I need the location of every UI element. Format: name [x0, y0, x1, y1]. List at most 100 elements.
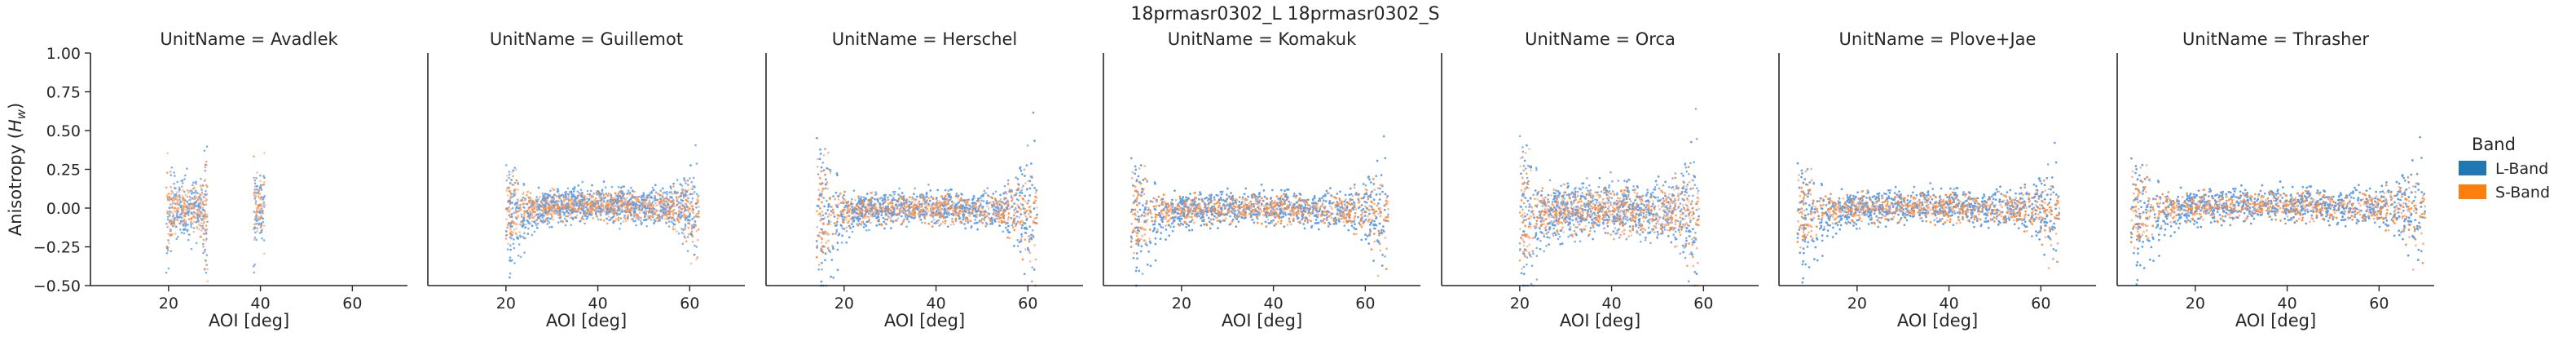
data-point — [179, 204, 183, 207]
data-point — [856, 224, 860, 227]
data-point — [567, 211, 570, 215]
data-point — [509, 211, 511, 214]
data-point — [839, 211, 842, 213]
data-point — [504, 234, 508, 237]
data-point — [539, 209, 542, 212]
data-point — [614, 197, 617, 199]
data-point — [510, 179, 513, 181]
data-point — [523, 232, 526, 235]
data-point — [846, 215, 848, 218]
data-point — [535, 202, 538, 205]
data-point — [659, 210, 662, 212]
data-point — [878, 213, 880, 215]
data-point — [848, 204, 851, 206]
data-point — [579, 211, 582, 215]
data-point — [585, 209, 588, 212]
data-point — [527, 222, 530, 224]
data-point — [824, 183, 827, 185]
data-point — [821, 237, 823, 241]
data-point — [553, 193, 557, 196]
data-point — [610, 207, 613, 211]
data-point — [626, 197, 628, 199]
data-point — [948, 214, 951, 216]
data-point — [607, 215, 610, 218]
data-point — [166, 152, 169, 155]
data-point — [167, 267, 170, 270]
data-point — [1022, 184, 1024, 188]
x-tick-label: 20 — [159, 295, 178, 313]
data-point — [581, 208, 584, 211]
data-point — [192, 184, 194, 187]
data-point — [612, 210, 615, 213]
data-point — [524, 226, 526, 229]
data-point — [865, 204, 869, 206]
data-point — [695, 229, 698, 233]
data-point — [684, 209, 686, 212]
data-point — [202, 242, 205, 246]
data-point — [896, 217, 900, 220]
data-point — [167, 239, 170, 242]
data-point — [892, 208, 896, 211]
data-point — [587, 215, 589, 219]
data-point — [836, 242, 839, 244]
data-point — [989, 223, 992, 225]
data-point — [851, 198, 853, 201]
data-point — [253, 188, 256, 191]
data-point — [1029, 211, 1033, 213]
data-point — [204, 163, 207, 166]
data-point — [600, 199, 602, 202]
data-point — [841, 196, 844, 199]
data-point — [200, 191, 204, 194]
data-point — [263, 176, 266, 179]
data-point — [586, 197, 588, 200]
data-point — [856, 212, 859, 215]
data-point — [549, 189, 552, 193]
data-point — [256, 230, 259, 233]
data-point — [689, 188, 693, 190]
data-point — [994, 190, 997, 193]
data-point — [185, 204, 187, 207]
data-point — [509, 197, 512, 199]
data-point — [606, 203, 610, 206]
data-point — [837, 203, 840, 206]
data-point — [553, 211, 556, 214]
data-point — [253, 271, 256, 274]
data-point — [608, 211, 611, 214]
data-point — [203, 221, 206, 224]
data-point — [531, 224, 534, 228]
data-point — [508, 206, 510, 209]
data-point — [196, 214, 199, 216]
data-point — [658, 201, 661, 203]
data-point — [255, 238, 258, 242]
data-point — [187, 211, 191, 213]
data-point — [548, 193, 550, 197]
data-point — [653, 222, 655, 224]
data-point — [829, 168, 832, 171]
y-tick-label: −0.25 — [33, 239, 81, 257]
data-point — [260, 184, 262, 187]
data-point — [695, 246, 698, 248]
data-point — [631, 189, 634, 192]
data-point — [826, 199, 828, 202]
data-point — [205, 199, 208, 202]
data-point — [830, 220, 832, 224]
data-point — [178, 204, 181, 206]
data-point — [511, 202, 513, 204]
data-point — [169, 198, 171, 201]
data-point — [605, 205, 607, 207]
data-point — [567, 193, 570, 196]
data-point — [522, 219, 525, 222]
data-point — [686, 236, 689, 238]
data-point — [509, 276, 511, 279]
data-point — [261, 211, 264, 213]
data-point — [914, 187, 916, 190]
data-point — [173, 219, 176, 221]
data-point — [571, 211, 574, 214]
data-point — [252, 265, 255, 268]
data-point — [197, 205, 200, 208]
data-point — [618, 204, 620, 207]
data-point — [1021, 186, 1024, 189]
data-point — [617, 195, 619, 198]
data-point — [893, 193, 896, 196]
data-point — [192, 188, 195, 190]
